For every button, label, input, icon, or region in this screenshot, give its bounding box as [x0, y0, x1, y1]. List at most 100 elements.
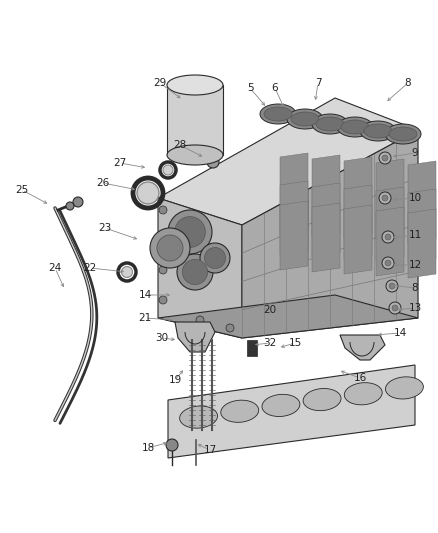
Polygon shape	[242, 130, 418, 338]
Text: 23: 23	[99, 223, 112, 233]
Circle shape	[389, 283, 395, 289]
Text: 26: 26	[96, 178, 110, 188]
Ellipse shape	[264, 107, 292, 121]
Ellipse shape	[291, 112, 319, 126]
Circle shape	[150, 228, 190, 268]
Bar	[247, 340, 257, 356]
Circle shape	[159, 206, 167, 214]
Ellipse shape	[364, 124, 392, 138]
Text: 22: 22	[83, 263, 97, 273]
Ellipse shape	[167, 145, 223, 165]
Text: 17: 17	[203, 445, 217, 455]
Polygon shape	[408, 161, 436, 243]
Text: 9: 9	[412, 148, 418, 158]
Ellipse shape	[385, 124, 421, 144]
Ellipse shape	[167, 75, 223, 95]
Text: 16: 16	[353, 373, 367, 383]
Text: 7: 7	[314, 78, 321, 88]
Polygon shape	[344, 157, 372, 239]
Circle shape	[196, 316, 204, 324]
Text: 11: 11	[408, 230, 422, 240]
Ellipse shape	[163, 165, 173, 175]
Circle shape	[159, 296, 167, 304]
Circle shape	[389, 302, 401, 314]
Ellipse shape	[137, 182, 159, 204]
Polygon shape	[280, 153, 308, 235]
Polygon shape	[344, 205, 372, 274]
Ellipse shape	[262, 394, 300, 416]
Polygon shape	[312, 203, 340, 272]
Polygon shape	[408, 189, 436, 263]
Ellipse shape	[303, 389, 341, 410]
Text: 28: 28	[173, 140, 187, 150]
Ellipse shape	[316, 117, 344, 131]
Circle shape	[382, 155, 388, 161]
Circle shape	[382, 231, 394, 243]
Text: 12: 12	[408, 260, 422, 270]
Polygon shape	[376, 159, 404, 241]
Text: 10: 10	[409, 193, 421, 203]
Ellipse shape	[221, 400, 259, 422]
Polygon shape	[340, 335, 385, 360]
Text: 6: 6	[272, 83, 278, 93]
Ellipse shape	[360, 121, 396, 141]
Text: 19: 19	[168, 375, 182, 385]
Circle shape	[200, 243, 230, 273]
Circle shape	[157, 235, 183, 261]
Ellipse shape	[121, 266, 133, 278]
Circle shape	[175, 216, 205, 247]
Circle shape	[177, 254, 213, 290]
Polygon shape	[158, 98, 418, 225]
Text: 18: 18	[141, 443, 155, 453]
Polygon shape	[175, 322, 215, 352]
Text: 14: 14	[393, 328, 406, 338]
Circle shape	[379, 152, 391, 164]
Ellipse shape	[341, 120, 369, 134]
Text: 13: 13	[408, 303, 422, 313]
Polygon shape	[312, 155, 340, 237]
Circle shape	[166, 439, 178, 451]
Text: 32: 32	[263, 338, 277, 348]
Text: 15: 15	[288, 338, 302, 348]
Circle shape	[386, 280, 398, 292]
Circle shape	[159, 266, 167, 274]
Text: 30: 30	[155, 333, 169, 343]
Polygon shape	[168, 365, 415, 458]
Circle shape	[385, 234, 391, 240]
Circle shape	[379, 192, 391, 204]
Circle shape	[392, 305, 398, 311]
Text: 5: 5	[247, 83, 253, 93]
Circle shape	[382, 195, 388, 201]
Ellipse shape	[389, 127, 417, 141]
Text: 8: 8	[405, 78, 411, 88]
Polygon shape	[312, 183, 340, 257]
Circle shape	[66, 202, 74, 210]
Circle shape	[205, 247, 226, 269]
Circle shape	[168, 210, 212, 254]
Polygon shape	[280, 181, 308, 255]
Circle shape	[73, 197, 83, 207]
Circle shape	[226, 324, 234, 332]
Ellipse shape	[287, 109, 323, 129]
Text: 20: 20	[263, 305, 276, 315]
Circle shape	[382, 257, 394, 269]
Text: 29: 29	[153, 78, 166, 88]
Text: 27: 27	[113, 158, 127, 168]
Polygon shape	[376, 187, 404, 261]
Circle shape	[385, 260, 391, 266]
Polygon shape	[167, 85, 223, 155]
Polygon shape	[158, 295, 418, 338]
Polygon shape	[280, 201, 308, 270]
Ellipse shape	[312, 114, 348, 134]
Ellipse shape	[385, 377, 424, 399]
Ellipse shape	[260, 104, 296, 124]
Ellipse shape	[344, 383, 382, 405]
Polygon shape	[408, 209, 436, 278]
Text: 21: 21	[138, 313, 152, 323]
Circle shape	[182, 260, 208, 285]
Text: 8: 8	[412, 283, 418, 293]
Text: 24: 24	[48, 263, 62, 273]
Polygon shape	[344, 185, 372, 259]
Ellipse shape	[180, 406, 218, 428]
Circle shape	[207, 156, 219, 168]
